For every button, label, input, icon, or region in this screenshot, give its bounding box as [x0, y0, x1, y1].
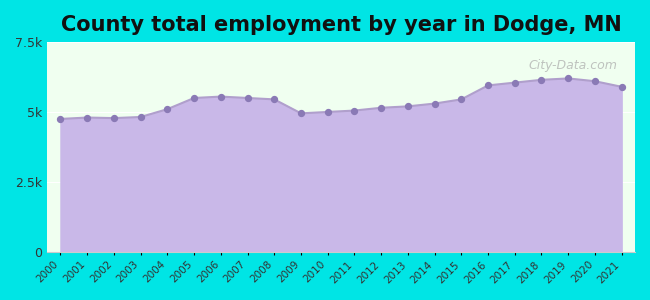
Point [563, 76, 573, 81]
Point [322, 110, 333, 114]
Point [376, 105, 386, 110]
Title: County total employment by year in Dodge, MN: County total employment by year in Dodge… [60, 15, 621, 35]
Point [269, 97, 280, 102]
Point [349, 108, 359, 113]
Point [82, 115, 92, 120]
Point [55, 116, 66, 121]
Point [162, 107, 172, 112]
Point [590, 79, 600, 84]
Point [483, 83, 493, 88]
Point [536, 77, 547, 82]
Point [456, 97, 467, 102]
Point [135, 115, 146, 119]
Point [296, 111, 306, 116]
Text: City-Data.com: City-Data.com [528, 59, 618, 72]
Point [216, 94, 226, 99]
Point [242, 96, 253, 100]
Point [189, 96, 200, 100]
Point [510, 80, 520, 85]
Point [616, 84, 627, 89]
Point [402, 104, 413, 109]
Point [109, 116, 119, 121]
Point [430, 101, 440, 106]
